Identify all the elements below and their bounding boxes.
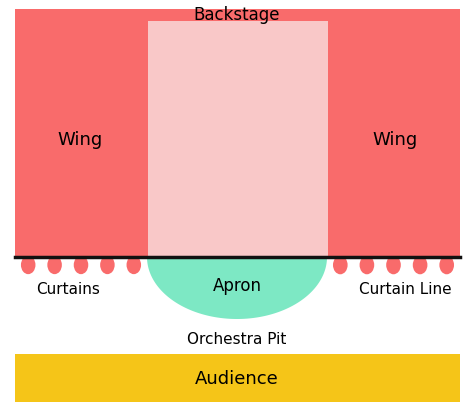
- Text: Wing: Wing: [57, 131, 103, 148]
- Ellipse shape: [413, 256, 428, 274]
- Polygon shape: [147, 257, 327, 319]
- Ellipse shape: [100, 256, 115, 274]
- Ellipse shape: [386, 256, 401, 274]
- Text: Audience: Audience: [195, 369, 279, 387]
- Text: Apron: Apron: [212, 276, 262, 294]
- Ellipse shape: [360, 256, 374, 274]
- Ellipse shape: [74, 256, 88, 274]
- Bar: [15, 10, 460, 257]
- Ellipse shape: [127, 256, 141, 274]
- Text: Orchestra Pit: Orchestra Pit: [187, 331, 287, 346]
- Bar: [15, 354, 460, 402]
- Text: Curtains: Curtains: [36, 282, 100, 297]
- Bar: [148, 22, 328, 257]
- Text: Curtain Line: Curtain Line: [359, 282, 451, 297]
- Text: Backstage: Backstage: [194, 6, 280, 24]
- Ellipse shape: [333, 256, 347, 274]
- Text: Wing: Wing: [373, 131, 418, 148]
- Ellipse shape: [47, 256, 62, 274]
- Ellipse shape: [439, 256, 454, 274]
- Ellipse shape: [21, 256, 36, 274]
